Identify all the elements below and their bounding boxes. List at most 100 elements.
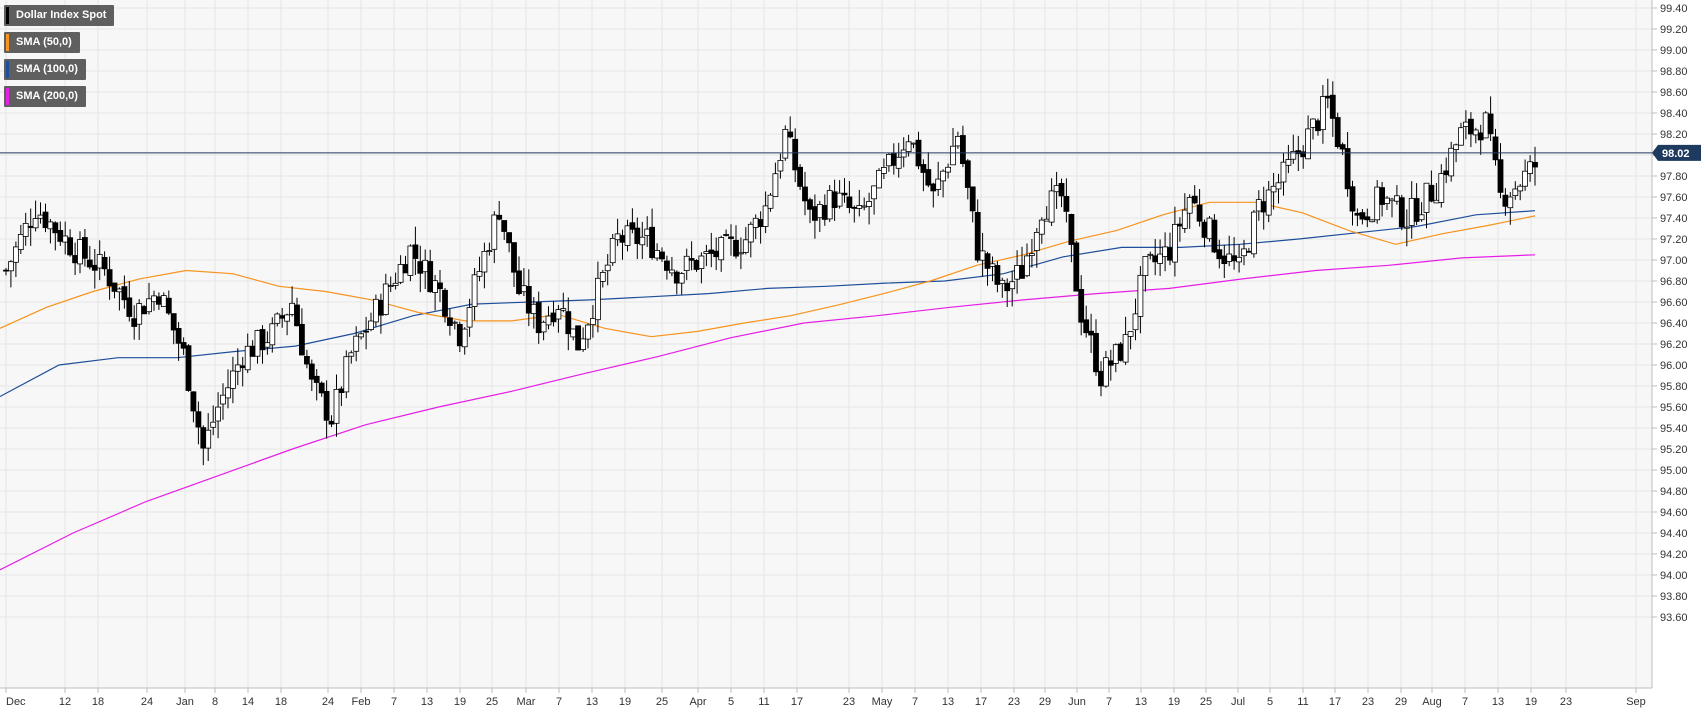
candle-body-up: [683, 255, 690, 271]
candle: [323, 380, 330, 439]
y-tick-label: 95.20: [1660, 444, 1688, 456]
candle-body-up: [560, 308, 567, 311]
candle: [1073, 240, 1080, 292]
candle: [575, 325, 581, 351]
x-tick-label: Dec: [6, 696, 26, 708]
candle: [22, 212, 29, 246]
candle: [1492, 128, 1499, 166]
candle-body-down: [649, 226, 655, 259]
candle-body-down: [664, 260, 670, 271]
candle-body-down: [1349, 186, 1356, 212]
candle: [964, 159, 971, 200]
candle: [1024, 243, 1030, 278]
candle-body-down: [1246, 250, 1252, 253]
candle-body-up: [1453, 144, 1459, 150]
sma-100-swatch: [6, 61, 9, 78]
legend-sma-100[interactable]: SMA (100,0): [4, 59, 86, 80]
candle: [82, 229, 88, 267]
candle-body-up: [979, 250, 986, 261]
legend-instrument[interactable]: Dollar Index Spot: [4, 5, 115, 26]
candle: [52, 221, 59, 251]
candle-body-up: [595, 277, 601, 321]
candle: [1251, 210, 1257, 258]
candle-body-up: [1206, 217, 1213, 240]
candle-body-down: [1502, 194, 1509, 207]
candle-body-down: [1196, 204, 1203, 222]
candle-body-down: [1004, 282, 1011, 292]
candle-body-up: [935, 178, 942, 190]
candle: [1137, 266, 1144, 334]
candle-body-down: [550, 312, 557, 323]
candle-body-down: [363, 330, 370, 333]
candle: [1329, 81, 1336, 137]
candle: [461, 327, 468, 355]
x-tick-label: Feb: [352, 696, 371, 708]
candle-body-up: [772, 173, 779, 197]
candle-body-up: [1014, 264, 1020, 280]
candle-body-up: [871, 185, 877, 200]
candle: [698, 252, 705, 284]
candle-body-down: [960, 135, 966, 165]
candle: [999, 277, 1006, 298]
candle: [1063, 178, 1070, 223]
candle: [634, 217, 641, 259]
candle-body-up: [1255, 199, 1262, 212]
legend-sma-50[interactable]: SMA (50,0): [4, 32, 80, 53]
candle-body-down: [1364, 216, 1371, 221]
candle-body-down: [1098, 370, 1104, 387]
candle-body-up: [1147, 253, 1154, 256]
candle: [1038, 217, 1045, 244]
candle: [787, 116, 794, 139]
candle-body-down: [501, 220, 508, 232]
candle: [846, 181, 853, 214]
candle-body-down: [708, 249, 715, 254]
candle-body-up: [1024, 255, 1030, 277]
y-tick-label: 99.40: [1660, 3, 1688, 15]
candle: [1448, 141, 1455, 182]
candle: [1334, 112, 1341, 149]
x-tick-label: 13: [1135, 696, 1147, 708]
candle-body-down: [1260, 201, 1267, 213]
candle-body-up: [1403, 226, 1410, 229]
candle-body-up: [358, 333, 365, 338]
candle-body-down: [3, 269, 9, 272]
candle: [772, 162, 779, 197]
candle-body-up: [382, 283, 389, 315]
candle-body-down: [974, 211, 981, 261]
candle-body-down: [1379, 187, 1385, 205]
candle: [950, 128, 956, 166]
legend-sma-200[interactable]: SMA (200,0): [4, 86, 86, 107]
y-tick-label: 96.00: [1660, 360, 1688, 372]
candle-body-up: [229, 370, 236, 389]
candle-body-down: [1339, 144, 1346, 150]
candle-body-down: [964, 160, 971, 188]
y-tick-label: 96.60: [1660, 297, 1688, 309]
candle-body-down: [323, 390, 330, 421]
candle-body-up: [160, 295, 167, 308]
candle-body-up: [269, 323, 276, 346]
x-tick-label: 29: [1039, 696, 1051, 708]
candle-body-up: [816, 203, 823, 219]
candle: [1398, 194, 1405, 231]
candle-body-down: [1428, 184, 1435, 202]
candle-body-up: [950, 145, 956, 166]
candle-body-down: [797, 166, 803, 187]
candle-body-down: [303, 355, 310, 365]
candle-body-up: [1374, 186, 1381, 221]
candle-body-up: [1482, 112, 1489, 139]
candle-body-down: [1231, 255, 1237, 262]
candle-body-up: [1290, 150, 1297, 160]
candle: [382, 273, 389, 316]
y-tick-label: 96.20: [1660, 339, 1688, 351]
candle-body-up: [466, 307, 473, 328]
x-tick-label: 7: [556, 696, 562, 708]
y-tick-label: 97.80: [1660, 171, 1688, 183]
candle-body-up: [1507, 196, 1514, 209]
candle-body-up: [1029, 253, 1035, 256]
candle: [664, 255, 670, 280]
candle-body-up: [392, 282, 399, 286]
candle-body-up: [678, 273, 685, 284]
candle-body-down: [42, 211, 49, 229]
candle-body-up: [1280, 161, 1287, 183]
current-price-label: 98.02: [1662, 148, 1690, 160]
